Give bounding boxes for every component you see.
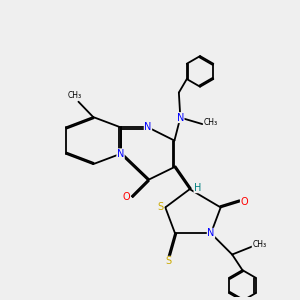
Text: O: O <box>123 192 130 202</box>
Text: N: N <box>177 112 184 123</box>
Text: H: H <box>194 183 201 193</box>
Text: CH₃: CH₃ <box>203 118 218 127</box>
Text: CH₃: CH₃ <box>68 91 82 100</box>
Text: N: N <box>144 122 152 132</box>
Text: N: N <box>207 228 214 238</box>
Text: S: S <box>165 256 171 266</box>
Text: N: N <box>117 149 124 159</box>
Text: O: O <box>240 196 248 206</box>
Text: CH₃: CH₃ <box>252 240 266 249</box>
Text: S: S <box>158 202 164 212</box>
